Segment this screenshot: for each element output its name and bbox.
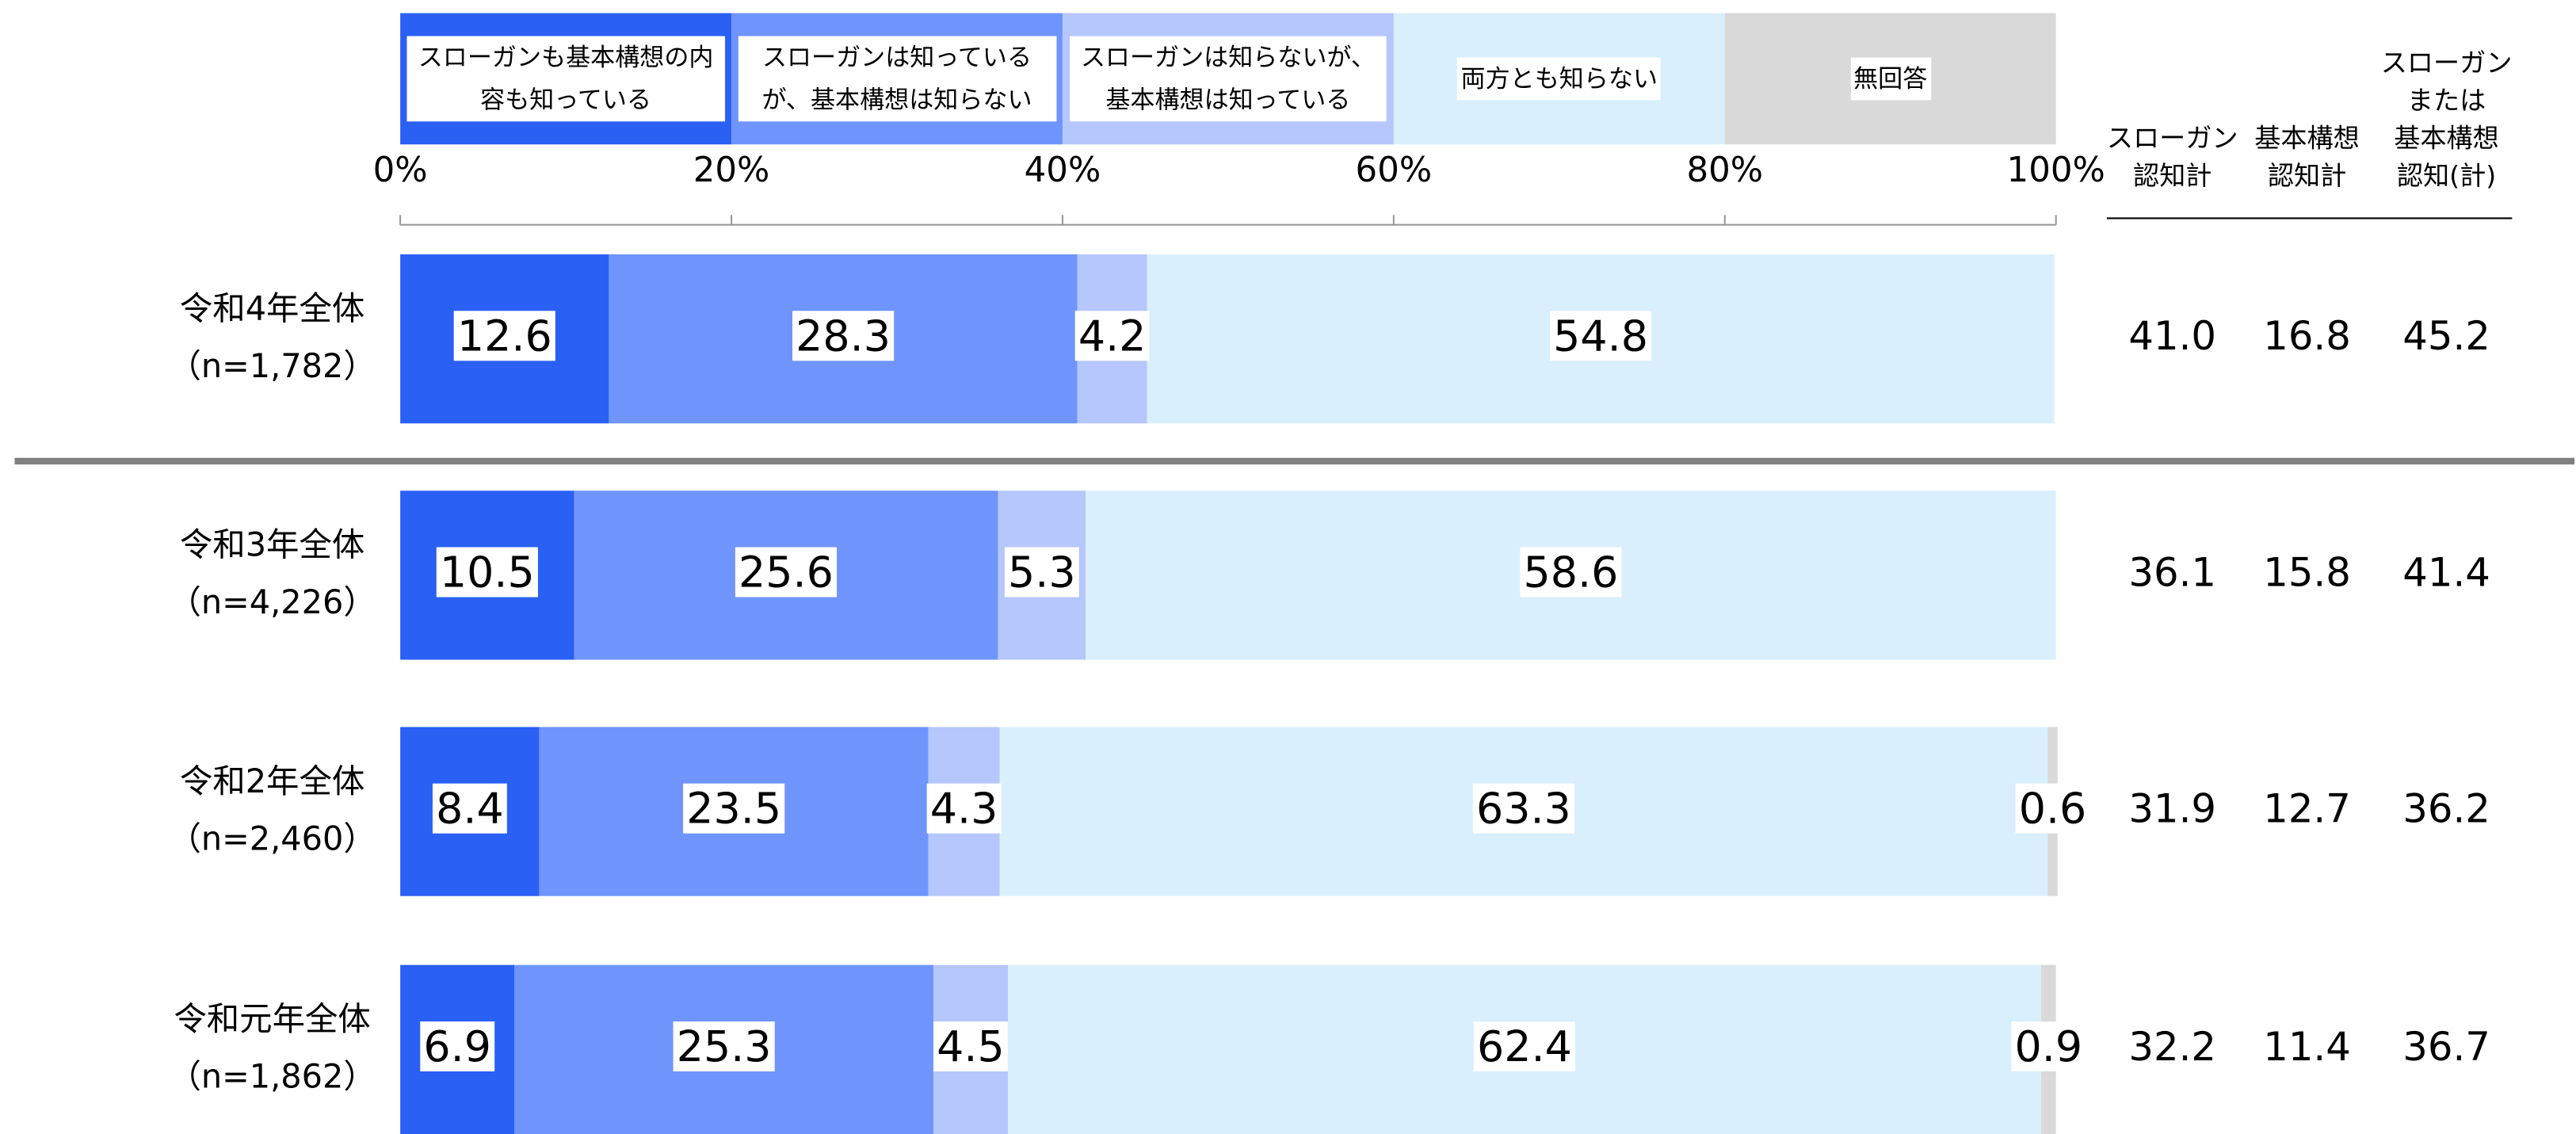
data-label-bg (1074, 311, 1150, 361)
data-label-bg (673, 1021, 775, 1072)
summary-value: 36.2 (2402, 786, 2490, 832)
legend-label: 無回答 (1849, 57, 1931, 101)
summary-value: 36.1 (2128, 549, 2216, 595)
summary-header: スローガン (2381, 47, 2513, 78)
summary-header: 認知(計) (2397, 160, 2496, 191)
summary-value: 36.7 (2402, 1024, 2490, 1070)
x-tick-label: 40% (1025, 151, 1101, 190)
summary-header: または (2407, 85, 2486, 116)
summary-header: スローガン (2107, 123, 2238, 154)
data-label-bg (933, 1021, 1008, 1072)
data-label: 12.6 (457, 311, 552, 361)
sample-label: （n=1,862） (168, 1058, 376, 1096)
summary-value: 41.0 (2128, 313, 2216, 359)
data-label-bg (735, 547, 838, 598)
summary-value: 45.2 (2402, 313, 2490, 359)
data-label-bg (1473, 1021, 1576, 1072)
data-label: 0.6 (2019, 784, 2087, 834)
x-tick-label: 60% (1356, 151, 1433, 190)
data-label: 54.8 (1553, 311, 1648, 361)
summary-value: 31.9 (2128, 786, 2216, 832)
category-label: 令和元年全体 (174, 1000, 370, 1038)
legend-label: スローガンは知っているが、基本構想は知らない (738, 36, 1056, 122)
data-label-bg (420, 1021, 495, 1072)
category-label: 令和2年全体 (180, 762, 364, 800)
data-label-bg (453, 311, 555, 361)
legend-label-box: スローガンも基本構想の内容も知っている (406, 36, 725, 122)
summary-value: 12.7 (2263, 786, 2351, 832)
category-label: 令和4年全体 (180, 289, 364, 327)
data-label: 4.5 (937, 1021, 1005, 1071)
data-label: 23.5 (686, 784, 781, 834)
legend-label: スローガンは知らないが、基本構想は知っている (1069, 36, 1387, 122)
data-label: 58.6 (1524, 547, 1619, 597)
x-tick-label: 100% (2007, 151, 2105, 190)
data-label-bg (1472, 783, 1574, 834)
x-tick-label: 20% (693, 151, 770, 190)
data-label-bg (1004, 547, 1079, 598)
summary-value: 11.4 (2263, 1024, 2351, 1070)
summary-value: 15.8 (2263, 549, 2351, 595)
category-label: 令和3年全体 (180, 526, 364, 564)
legend-label-box: スローガンは知っているが、基本構想は知らない (738, 36, 1056, 122)
summary-value: 16.8 (2263, 313, 2351, 359)
summary-header: 認知計 (2268, 160, 2346, 191)
x-tick-label: 0% (373, 151, 428, 190)
summary-value: 41.4 (2402, 549, 2490, 595)
data-label: 4.2 (1078, 311, 1147, 361)
summary-value: 32.2 (2128, 1024, 2216, 1070)
legend-label-box: スローガンは知らないが、基本構想は知っている (1069, 36, 1387, 122)
data-label: 25.3 (677, 1021, 772, 1071)
data-label-bg (2015, 783, 2090, 834)
data-label-bg (432, 783, 507, 834)
data-label: 4.3 (930, 784, 998, 834)
summary-header: 基本構想 (2394, 123, 2499, 154)
data-label: 5.3 (1008, 547, 1076, 597)
data-label-bg (1549, 311, 1652, 361)
data-label: 0.9 (2014, 1021, 2082, 1071)
x-tick-label: 80% (1686, 151, 1763, 190)
legend-label: 両方とも知らない (1457, 57, 1662, 101)
data-label: 6.9 (423, 1021, 491, 1071)
data-label: 8.4 (436, 784, 504, 834)
data-label-bg (926, 783, 1002, 834)
summary-header: 認知計 (2133, 160, 2212, 191)
data-label-bg (436, 547, 538, 598)
sample-label: （n=4,226） (168, 583, 376, 621)
legend-label: スローガンも基本構想の内容も知っている (406, 36, 725, 122)
data-label: 28.3 (796, 311, 891, 361)
data-label-bg (792, 311, 895, 361)
data-label: 63.3 (1476, 784, 1571, 834)
data-label: 62.4 (1477, 1021, 1572, 1071)
data-label: 10.5 (440, 547, 535, 597)
sample-label: （n=1,782） (168, 347, 376, 385)
data-label-bg (1520, 547, 1622, 598)
legend-label-box: 両方とも知らない (1457, 57, 1662, 101)
legend-label-box: 無回答 (1849, 57, 1931, 101)
sample-label: （n=2,460） (168, 819, 376, 857)
data-label-bg (2011, 1021, 2086, 1072)
data-label: 25.6 (738, 547, 834, 597)
data-label-bg (683, 783, 785, 834)
summary-header: 基本構想 (2254, 123, 2360, 154)
